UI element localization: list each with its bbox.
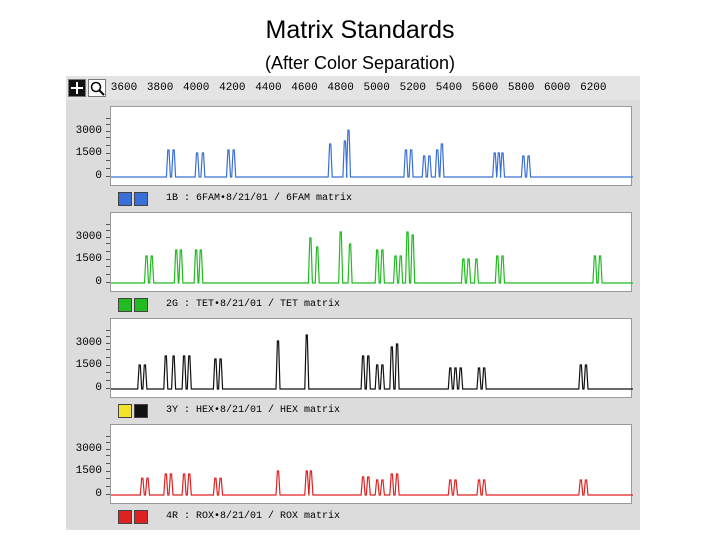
page-title: Matrix Standards	[265, 16, 455, 44]
ruler-tick-label: 4200	[219, 82, 246, 94]
ruler-tick-label: 3600	[110, 82, 138, 94]
y-tick-mark	[106, 349, 110, 350]
y-tick-mark	[106, 124, 110, 125]
y-tick-mark	[106, 266, 110, 267]
y-tick-mark	[106, 137, 110, 138]
y-tick-mark	[106, 436, 110, 437]
y-tick-mark	[106, 365, 110, 366]
y-label-0: 0	[95, 276, 102, 288]
trace-plot-4r[interactable]	[110, 424, 633, 504]
y-tick-mark	[106, 463, 110, 464]
add-tool-button[interactable]	[68, 79, 86, 97]
swatch-4r-a[interactable]	[118, 510, 132, 524]
trace-4r	[111, 470, 633, 496]
y-tick-mark	[106, 330, 110, 331]
signal-trace	[111, 470, 633, 496]
y-tick-mark	[106, 449, 110, 450]
y-tick-mark	[106, 118, 110, 119]
y-label-1500: 1500	[75, 147, 102, 159]
swatch-4r-b[interactable]	[134, 510, 148, 524]
y-label-3000: 3000	[75, 337, 102, 349]
page-subtitle: (After Color Separation)	[264, 53, 456, 73]
y-tick-mark	[106, 478, 110, 479]
ruler-tick-label: 4800	[327, 82, 354, 94]
swatch-3y-a[interactable]	[118, 404, 132, 418]
y-tick-mark	[106, 336, 110, 337]
y-tick-mark	[106, 251, 110, 252]
ruler-tick-label: 3800	[146, 82, 174, 94]
y-tick-mark	[106, 230, 110, 231]
zoom-tool-button[interactable]	[88, 79, 106, 97]
y-tick-mark	[106, 282, 110, 283]
swatch-1b-a[interactable]	[118, 192, 132, 206]
swatch-2g-b[interactable]	[134, 298, 148, 312]
y-tick-mark	[106, 145, 110, 146]
y-tick-mark	[106, 471, 110, 472]
panel-label-4r: 4R : ROX•8/21/01 / ROX matrix	[166, 511, 341, 522]
y-label-0: 0	[95, 170, 102, 182]
ruler-tick-label: 5800	[507, 82, 535, 94]
y-tick-mark	[106, 243, 110, 244]
trace-plot-3y[interactable]	[110, 318, 633, 398]
y-tick-mark	[106, 343, 110, 344]
signal-trace	[111, 129, 633, 178]
y-label-0: 0	[95, 382, 102, 394]
y-label-3000: 3000	[75, 125, 102, 137]
y-label-1500: 1500	[75, 253, 102, 265]
ruler-tick-label: 4600	[291, 82, 318, 94]
y-tick-mark	[106, 168, 110, 169]
y-tick-mark	[106, 372, 110, 373]
ruler-tick-label: 5000	[363, 82, 390, 94]
trace-2g	[111, 231, 633, 284]
y-tick-mark	[106, 380, 110, 381]
signal-trace	[111, 334, 633, 390]
swatch-2g-a[interactable]	[118, 298, 132, 312]
y-label-3000: 3000	[75, 443, 102, 455]
trace-plot-1b[interactable]	[110, 106, 633, 186]
ruler-tick-label: 5600	[471, 82, 499, 94]
ruler-tick-label: 4000	[182, 82, 210, 94]
y-label-1500: 1500	[75, 359, 102, 371]
electropherogram-window: 3600 3800 4000 4200 4400 4600 4800 5000 5200 5400…	[66, 76, 640, 530]
y-tick-mark	[106, 486, 110, 487]
swatch-3y-b[interactable]	[134, 404, 148, 418]
y-tick-mark	[106, 259, 110, 260]
y-tick-mark	[106, 131, 110, 132]
y-tick-mark	[106, 494, 110, 495]
y-tick-mark	[106, 442, 110, 443]
trace-3y	[111, 334, 633, 390]
plus-icon	[71, 82, 83, 94]
ruler-tick-label: 4400	[255, 82, 282, 94]
y-tick-mark	[106, 237, 110, 238]
ruler-tick-label: 6000	[543, 82, 571, 94]
y-tick-mark	[106, 388, 110, 389]
y-tick-mark	[106, 160, 110, 161]
panel-label-2g: 2G : TET•8/21/01 / TET matrix	[166, 299, 341, 310]
y-tick-mark	[106, 224, 110, 225]
y-label-1500: 1500	[75, 465, 102, 477]
panel-label-3y: 3Y : HEX•8/21/01 / HEX matrix	[166, 405, 341, 416]
signal-trace	[111, 231, 633, 284]
y-tick-mark	[106, 357, 110, 358]
y-label-0: 0	[95, 488, 102, 500]
y-tick-mark	[106, 455, 110, 456]
ruler-tick-label: 5400	[435, 82, 463, 94]
ruler-tick-label: 6200	[580, 82, 607, 94]
y-label-3000: 3000	[75, 231, 102, 243]
y-tick-mark	[106, 176, 110, 177]
swatch-1b-b[interactable]	[134, 192, 148, 206]
panel-label-1b: 1B : 6FAM•8/21/01 / 6FAM matrix	[166, 193, 353, 204]
trace-1b	[111, 129, 633, 178]
magnifier-icon	[90, 81, 105, 96]
trace-plot-2g[interactable]	[110, 212, 633, 292]
scan-ruler: 3600 3800 4000 4200 4400 4600 4800 5000 5200 5400…	[66, 76, 640, 100]
y-tick-mark	[106, 153, 110, 154]
y-tick-mark	[106, 274, 110, 275]
ruler-tick-label: 5200	[399, 82, 426, 94]
